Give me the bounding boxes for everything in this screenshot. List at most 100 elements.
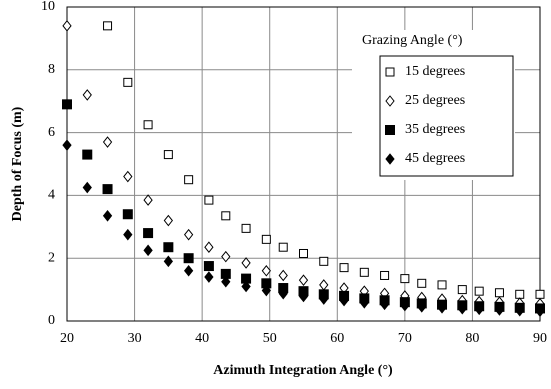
x-axis-label: Azimuth Integration Angle (°) bbox=[213, 363, 393, 378]
data-point bbox=[143, 120, 153, 130]
legend-label: 25 degrees bbox=[405, 93, 465, 108]
legend-marker bbox=[385, 67, 395, 77]
data-point bbox=[535, 289, 545, 299]
plot-border bbox=[66, 6, 541, 322]
y-tick-label: 2 bbox=[48, 250, 55, 265]
data-point bbox=[457, 285, 467, 295]
data-point bbox=[278, 269, 288, 282]
data-point bbox=[261, 284, 271, 297]
data-point bbox=[298, 290, 309, 303]
data-point bbox=[319, 256, 329, 266]
data-point bbox=[474, 303, 484, 316]
x-tick-label: 50 bbox=[263, 331, 277, 346]
data-point bbox=[437, 280, 447, 290]
y-tick-label: 0 bbox=[48, 313, 55, 328]
data-point bbox=[241, 257, 251, 269]
data-point bbox=[339, 294, 349, 307]
legend-title: Grazing Angle (°) bbox=[362, 33, 463, 48]
legend-item-box bbox=[382, 116, 515, 144]
data-point bbox=[494, 304, 505, 316]
data-point bbox=[417, 278, 427, 288]
x-tick-label: 20 bbox=[60, 331, 74, 346]
data-point bbox=[261, 264, 271, 277]
data-point bbox=[143, 228, 154, 239]
y-tick-label: 4 bbox=[48, 188, 55, 203]
data-point bbox=[299, 248, 308, 258]
data-point bbox=[298, 274, 309, 286]
y-tick-label: 8 bbox=[48, 62, 55, 77]
x-tick-label: 90 bbox=[533, 331, 547, 346]
data-point bbox=[437, 302, 447, 314]
data-point bbox=[62, 139, 72, 151]
data-point bbox=[339, 263, 349, 273]
data-point bbox=[82, 149, 93, 160]
x-tick-label: 40 bbox=[195, 331, 209, 346]
legend-label: 45 degrees bbox=[405, 151, 465, 166]
legend-label: 35 degrees bbox=[405, 122, 465, 137]
data-point bbox=[515, 304, 525, 317]
y-tick-label: 10 bbox=[41, 0, 55, 14]
data-point bbox=[204, 241, 214, 254]
data-point bbox=[102, 136, 113, 148]
data-point bbox=[380, 270, 390, 280]
data-point bbox=[82, 181, 92, 194]
data-point bbox=[163, 242, 174, 253]
data-point bbox=[457, 302, 467, 315]
data-point bbox=[278, 242, 288, 252]
data-point bbox=[474, 286, 484, 296]
data-point bbox=[319, 293, 329, 305]
data-point bbox=[241, 223, 251, 233]
data-point bbox=[122, 209, 133, 220]
data-point bbox=[123, 77, 133, 87]
data-point bbox=[183, 228, 194, 241]
data-point bbox=[221, 275, 231, 288]
data-point bbox=[494, 288, 504, 298]
data-point bbox=[163, 255, 173, 268]
legend-item-box bbox=[382, 145, 515, 173]
data-point bbox=[204, 271, 214, 283]
y-axis-label: Depth of Focus (m) bbox=[10, 106, 25, 221]
legend-label: 15 degrees bbox=[405, 64, 465, 79]
legend-marker bbox=[385, 95, 395, 107]
x-tick-label: 30 bbox=[128, 331, 142, 346]
data-point bbox=[184, 175, 194, 185]
legend-item-box bbox=[382, 58, 515, 86]
x-tick-label: 70 bbox=[398, 331, 412, 346]
x-tick-label: 60 bbox=[330, 331, 344, 346]
data-point bbox=[400, 299, 410, 312]
data-point bbox=[204, 195, 214, 205]
legend-border bbox=[379, 55, 514, 177]
data-point bbox=[400, 274, 410, 284]
data-point bbox=[82, 89, 92, 101]
data-point bbox=[103, 21, 113, 31]
data-point bbox=[102, 210, 113, 222]
legend-marker bbox=[385, 125, 395, 135]
data-point bbox=[62, 99, 72, 110]
data-point bbox=[183, 264, 194, 277]
data-point bbox=[221, 250, 231, 263]
data-point bbox=[163, 214, 173, 227]
data-point bbox=[359, 267, 369, 277]
data-point bbox=[241, 280, 251, 293]
data-point bbox=[379, 298, 390, 311]
data-point bbox=[102, 184, 113, 195]
data-point bbox=[62, 20, 72, 32]
data-point bbox=[143, 194, 153, 206]
legend-marker bbox=[385, 153, 395, 165]
data-point bbox=[278, 287, 288, 300]
legend-item-box bbox=[382, 87, 515, 115]
x-tick-label: 80 bbox=[465, 331, 479, 346]
data-point bbox=[143, 244, 153, 257]
data-point bbox=[319, 279, 329, 291]
data-point bbox=[535, 305, 545, 318]
data-point bbox=[183, 253, 194, 264]
data-point bbox=[417, 301, 427, 313]
data-point bbox=[123, 228, 133, 241]
data-point bbox=[221, 211, 231, 221]
data-point bbox=[261, 234, 271, 244]
y-tick-label: 6 bbox=[48, 125, 55, 140]
data-point bbox=[203, 261, 214, 272]
data-point bbox=[123, 170, 133, 183]
